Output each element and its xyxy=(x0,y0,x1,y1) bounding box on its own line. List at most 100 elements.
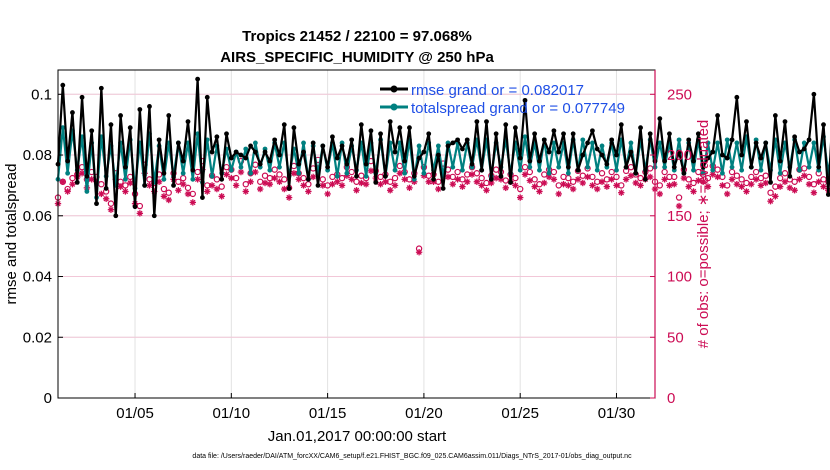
obs-evaluated-point xyxy=(367,167,375,175)
obs-evaluated-point xyxy=(748,180,755,188)
obs-possible-point xyxy=(608,168,615,176)
rmse-point xyxy=(715,113,720,118)
y-tick-label-right: 50 xyxy=(667,329,684,346)
rmse-point xyxy=(127,125,133,131)
rmse-point xyxy=(301,149,306,155)
obs-evaluated-point xyxy=(391,182,399,189)
rmse-point xyxy=(460,146,465,152)
rmse-point xyxy=(89,128,95,134)
rmse-point xyxy=(729,137,735,143)
obs-evaluated-point xyxy=(362,180,370,188)
rmse-point xyxy=(118,113,123,118)
obs-evaluated-point xyxy=(285,194,293,201)
obs-possible-point xyxy=(348,168,355,176)
rmse-point xyxy=(657,116,663,121)
obs-evaluated-point xyxy=(569,185,577,193)
obs-evaluated-point xyxy=(656,190,664,198)
rmse-point xyxy=(570,131,576,137)
spread-point xyxy=(416,143,422,149)
spread-point xyxy=(777,170,783,176)
obs-evaluated-point xyxy=(666,182,673,189)
rmse-point xyxy=(676,149,682,155)
obs-evaluated-point xyxy=(102,195,110,202)
rmse-point xyxy=(580,152,586,158)
obs-evaluated-point xyxy=(415,249,423,256)
x-tick-label: 01/25 xyxy=(501,405,539,422)
rmse-point xyxy=(618,122,624,128)
obs-evaluated-point xyxy=(107,206,115,213)
rmse-point xyxy=(310,140,316,146)
obs-evaluated-point xyxy=(613,182,620,189)
rmse-point xyxy=(84,173,90,179)
y-tick-label-right: 0 xyxy=(667,390,675,407)
rmse-point xyxy=(681,170,687,176)
rmse-point xyxy=(262,149,268,155)
rmse-point xyxy=(816,164,822,170)
obs-evaluated-point xyxy=(358,179,365,187)
obs-evaluated-point xyxy=(810,189,818,196)
obs-evaluated-point xyxy=(512,182,519,189)
spread-point xyxy=(705,140,711,146)
rmse-point xyxy=(748,164,754,170)
obs-evaluated-point xyxy=(300,182,307,189)
spread-point xyxy=(691,167,696,173)
spread-point xyxy=(700,170,706,176)
obs-possible-point xyxy=(98,180,105,188)
obs-possible-point xyxy=(194,168,201,176)
obs-evaluated-point xyxy=(502,184,509,192)
obs-possible-point xyxy=(820,176,827,183)
obs-evaluated-point xyxy=(560,180,567,188)
rmse-point xyxy=(267,158,273,164)
spread-point xyxy=(556,164,562,170)
spread-point xyxy=(594,167,600,173)
obs-possible-point xyxy=(776,174,784,182)
rmse-point xyxy=(758,155,764,161)
obs-evaluated-point xyxy=(550,176,558,183)
obs-evaluated-point xyxy=(305,188,312,195)
rmse-point xyxy=(358,122,364,128)
obs-evaluated-point xyxy=(324,190,331,198)
rmse-point xyxy=(435,152,441,158)
rmse-point xyxy=(551,128,557,134)
rmse-point xyxy=(792,134,798,140)
obs-possible-point xyxy=(661,168,668,176)
rmse-point xyxy=(488,176,494,182)
obs-evaluated-point xyxy=(589,182,596,189)
rmse-point xyxy=(527,158,533,164)
rmse-point xyxy=(662,158,668,164)
rmse-point xyxy=(113,213,119,219)
rmse-point xyxy=(224,131,229,137)
rmse-point xyxy=(575,167,581,173)
rmse-point xyxy=(599,152,605,158)
obs-evaluated-point xyxy=(767,198,774,205)
rmse-point xyxy=(705,155,711,161)
rmse-point xyxy=(243,155,249,161)
obs-evaluated-point xyxy=(247,178,254,185)
rmse-point xyxy=(339,143,345,149)
rmse-point xyxy=(60,82,66,88)
obs-evaluated-point xyxy=(309,173,317,181)
x-tick-label: 01/15 xyxy=(309,405,347,422)
spread-point xyxy=(65,170,71,176)
spread-point xyxy=(797,167,802,173)
rmse-point xyxy=(772,113,778,118)
obs-possible-point xyxy=(757,174,765,182)
obs-evaluated-point xyxy=(98,190,105,198)
spread-point xyxy=(460,167,465,173)
rmse-point xyxy=(541,137,547,143)
obs-possible-point xyxy=(738,176,745,183)
obs-evaluated-point xyxy=(228,174,235,182)
spread-point xyxy=(739,167,745,173)
rmse-point xyxy=(647,131,653,137)
obs-evaluated-point xyxy=(622,176,630,183)
rmse-point xyxy=(469,161,475,167)
spread-point xyxy=(720,170,725,176)
obs-evaluated-point xyxy=(738,183,745,190)
spread-point xyxy=(238,164,244,170)
rmse-point xyxy=(161,170,167,176)
obs-evaluated-point xyxy=(281,185,288,193)
obs-evaluated-point xyxy=(637,182,644,189)
rmse-point xyxy=(517,155,523,161)
obs-evaluated-point xyxy=(127,179,134,187)
rmse-point xyxy=(426,131,432,137)
